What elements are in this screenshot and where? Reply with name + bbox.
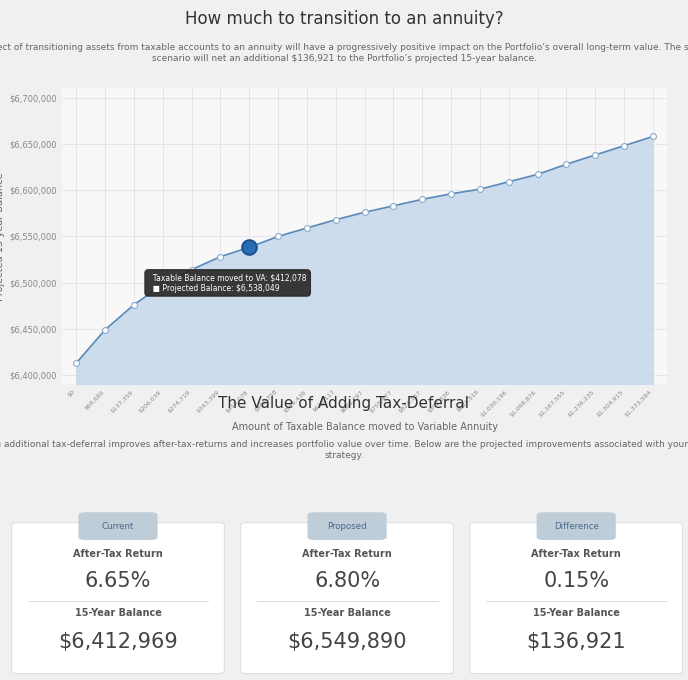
FancyBboxPatch shape [308,512,387,540]
Point [446,188,457,199]
Text: 6.65%: 6.65% [85,571,151,591]
Point [272,231,283,242]
Text: 0.15%: 0.15% [543,571,610,591]
Point [158,279,169,290]
Text: The Value of Adding Tax-Deferral: The Value of Adding Tax-Deferral [219,396,469,411]
Text: After-Tax Return: After-Tax Return [302,549,392,559]
Point [215,251,226,262]
Point [504,176,515,187]
Point [561,158,572,169]
Text: $6,412,969: $6,412,969 [58,632,178,652]
FancyBboxPatch shape [470,523,682,674]
Text: $136,921: $136,921 [526,632,626,652]
Text: After-Tax Return: After-Tax Return [531,549,621,559]
Point [71,358,82,369]
Text: After-Tax Return: After-Tax Return [73,549,163,559]
FancyBboxPatch shape [537,512,616,540]
FancyBboxPatch shape [78,512,158,540]
Point [532,169,543,180]
Y-axis label: Projected 15-year Balance: Projected 15-year Balance [0,172,6,301]
Text: Current: Current [102,522,134,530]
Text: Difference: Difference [554,522,599,530]
Text: The effect of transitioning assets from taxable accounts to an annuity will have: The effect of transitioning assets from … [0,43,688,63]
Text: How much to transition to an annuity?: How much to transition to an annuity? [184,10,504,28]
Point [301,222,312,233]
Point [388,201,399,211]
FancyBboxPatch shape [12,523,224,674]
X-axis label: Amount of Taxable Balance moved to Variable Annuity: Amount of Taxable Balance moved to Varia… [232,422,497,432]
Text: $6,549,890: $6,549,890 [288,632,407,652]
Point [590,150,601,160]
Text: Providing additional tax-deferral improves after-tax-returns and increases portf: Providing additional tax-deferral improv… [0,440,688,460]
Text: 6.80%: 6.80% [314,571,380,591]
Point [129,299,140,310]
Point [359,207,370,218]
Point [619,140,630,151]
Point [647,131,658,142]
Point [100,324,111,335]
Point [330,214,341,225]
Point [475,184,486,194]
Point [417,194,428,205]
FancyBboxPatch shape [241,523,453,674]
Point [244,242,255,253]
Text: 15-Year Balance: 15-Year Balance [303,608,391,617]
Text: 15-Year Balance: 15-Year Balance [533,608,620,617]
Text: Proposed: Proposed [327,522,367,530]
Text: 15-Year Balance: 15-Year Balance [74,608,162,617]
Text: Taxable Balance moved to VA: $412,078
  ■ Projected Balance: $6,538,049: Taxable Balance moved to VA: $412,078 ■ … [149,273,307,292]
Point [186,264,197,275]
